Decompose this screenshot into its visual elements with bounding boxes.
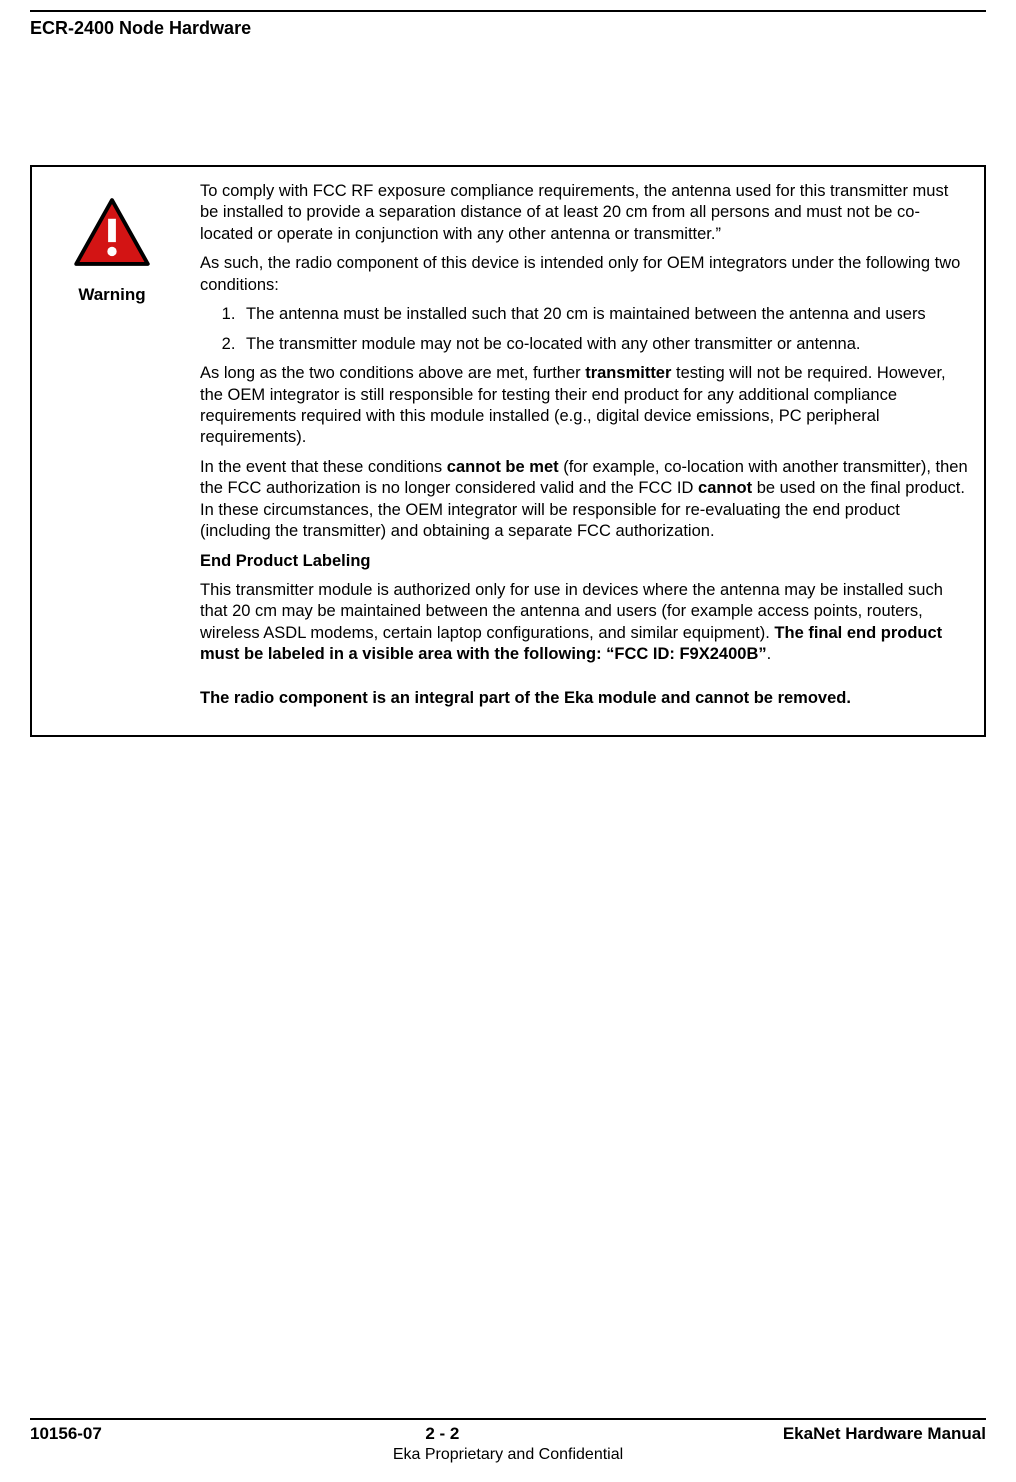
warning-paragraph-2: As such, the radio component of this dev… [200,253,970,296]
footer-manual-title: EkaNet Hardware Manual [783,1424,986,1444]
warning-label: Warning [42,285,182,305]
warning-paragraph-6: The radio component is an integral part … [200,688,970,709]
text-span: As long as the two conditions above are … [200,364,585,382]
warning-box-content: To comply with FCC RF exposure complianc… [192,167,984,735]
warning-triangle-icon [73,197,151,267]
warning-paragraph-1: To comply with FCC RF exposure complianc… [200,181,970,245]
bold-text: The radio component is an integral part … [200,689,851,707]
footer-doc-number: 10156-07 [30,1424,102,1444]
footer-confidentiality: Eka Proprietary and Confidential [30,1446,986,1464]
warning-box: Warning To comply with FCC RF exposure c… [30,165,986,737]
warning-paragraph-5: This transmitter module is authorized on… [200,580,970,666]
warning-box-left: Warning [32,167,192,735]
warning-list-item-2: The transmitter module may not be co-loc… [240,334,970,355]
warning-paragraph-3: As long as the two conditions above are … [200,363,970,449]
warning-heading-end-product: End Product Labeling [200,551,970,572]
bold-text: cannot [698,479,752,497]
warning-list-item-1: The antenna must be installed such that … [240,304,970,325]
text-span: In the event that these conditions [200,458,447,476]
bold-text: cannot be met [447,458,559,476]
document-page: ECR-2400 Node Hardware Warning To comply… [0,10,1016,1482]
footer-row: 10156-07 2 - 2 EkaNet Hardware Manual [30,1420,986,1444]
page-footer: 10156-07 2 - 2 EkaNet Hardware Manual Ek… [30,1418,986,1464]
bold-text: transmitter [585,364,671,382]
warning-list: The antenna must be installed such that … [200,304,970,355]
warning-paragraph-4: In the event that these conditions canno… [200,457,970,543]
text-span: . [767,645,772,663]
footer-page-number: 2 - 2 [425,1424,459,1444]
page-header-title: ECR-2400 Node Hardware [30,12,986,45]
